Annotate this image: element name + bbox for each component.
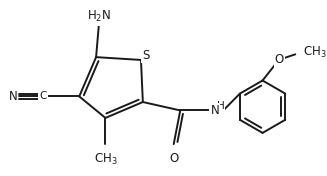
- Text: N: N: [211, 104, 219, 117]
- Text: O: O: [169, 152, 178, 165]
- Text: CH$_3$: CH$_3$: [303, 45, 326, 60]
- Text: O: O: [275, 54, 284, 67]
- Text: CH$_3$: CH$_3$: [94, 152, 117, 167]
- Text: S: S: [142, 49, 149, 62]
- Text: H$_2$N: H$_2$N: [87, 9, 111, 24]
- Text: C: C: [39, 91, 46, 101]
- Text: H: H: [216, 101, 224, 111]
- Text: N: N: [9, 90, 17, 103]
